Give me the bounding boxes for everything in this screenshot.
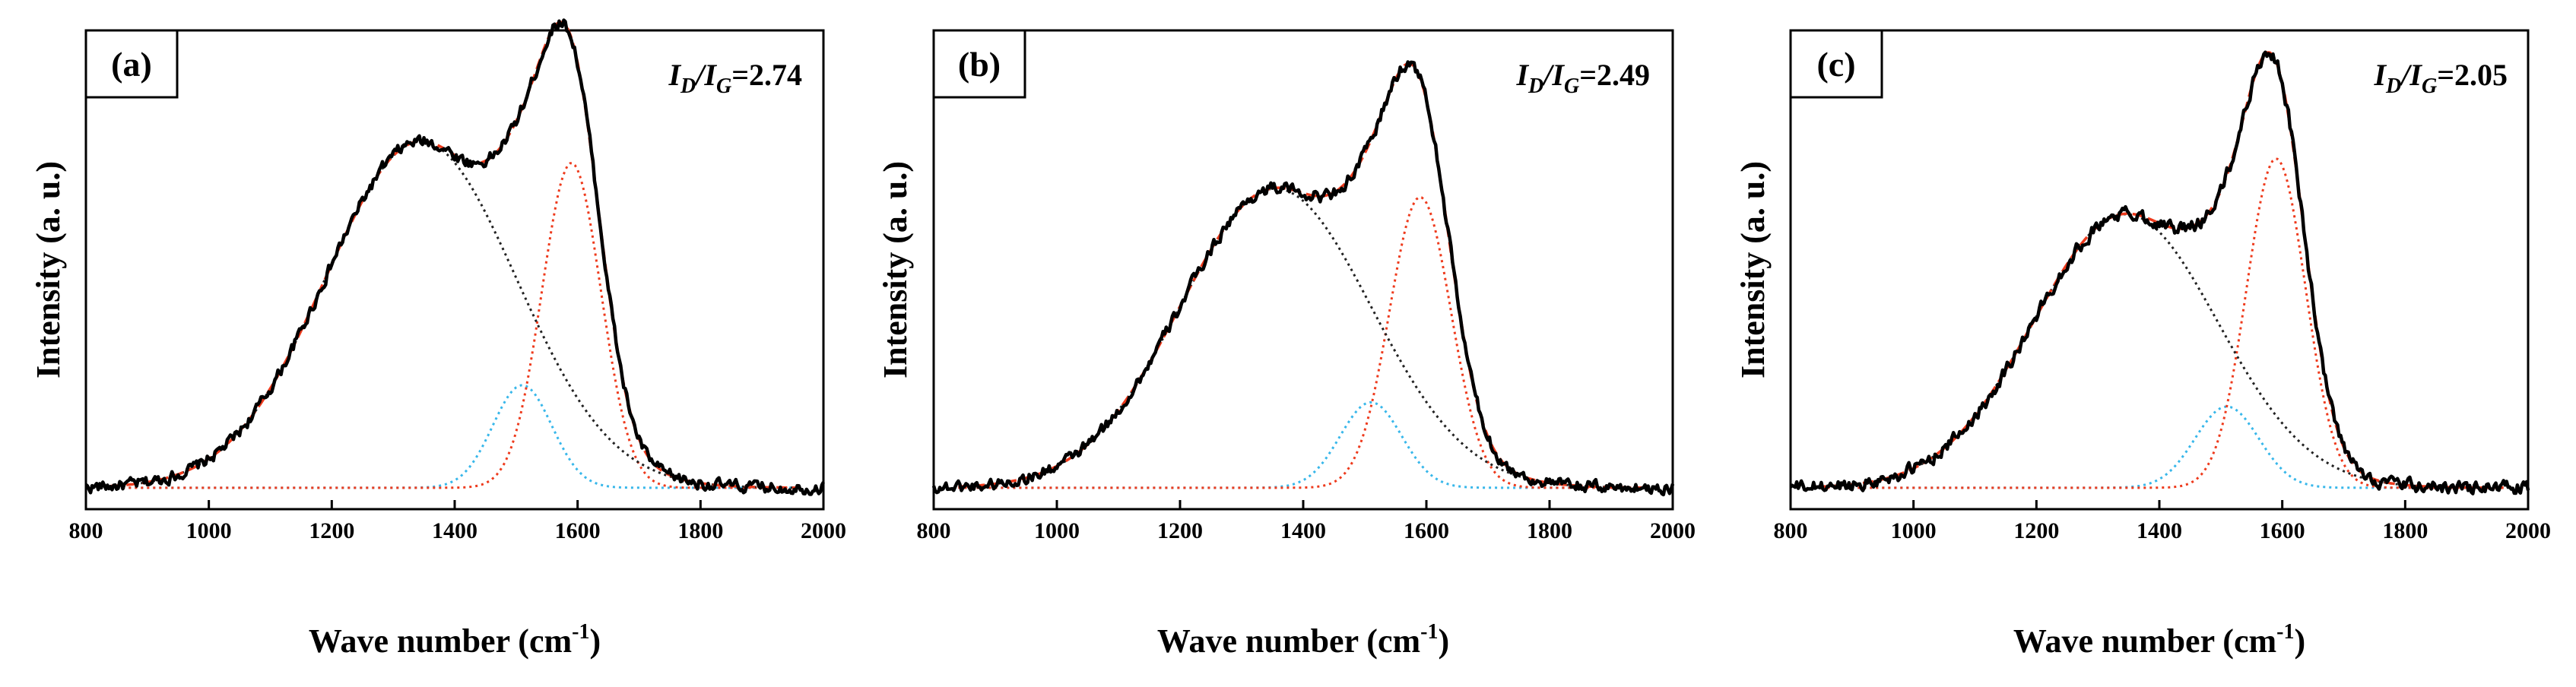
x-tick-label: 2000 bbox=[1650, 518, 1696, 543]
plot-frame bbox=[932, 29, 1674, 511]
panel-label-box bbox=[84, 29, 179, 99]
x-axis-label: Wave number (cm-1) bbox=[2013, 620, 2305, 660]
x-tick-label: 1200 bbox=[309, 518, 354, 543]
plot-frame bbox=[84, 29, 825, 511]
y-axis-label: Intensity (a. u.) bbox=[1734, 161, 1772, 378]
series-d3-band bbox=[110, 384, 799, 489]
x-tick-label: 1000 bbox=[1034, 518, 1080, 543]
x-tick-label: 1800 bbox=[2382, 518, 2428, 543]
x-tick-label: 800 bbox=[69, 518, 103, 543]
x-tick-label: 1600 bbox=[2260, 518, 2305, 543]
x-tick-label: 2000 bbox=[801, 518, 846, 543]
x-tick-label: 1200 bbox=[1157, 518, 1203, 543]
x-tick-label: 2000 bbox=[2505, 518, 2551, 543]
curves bbox=[1789, 50, 2530, 495]
panel-b: 800 1000 1200 1400 1600 1800 2000 (b) ID/IG=2.… bbox=[877, 29, 1696, 660]
x-tick-label: 800 bbox=[917, 518, 951, 543]
y-axis-label: Intensity (a. u.) bbox=[30, 161, 67, 378]
series-d3-band bbox=[958, 401, 1648, 489]
x-axis-label: Wave number (cm-1) bbox=[309, 620, 601, 660]
series-experimental bbox=[1789, 50, 2530, 495]
x-tick-label: 1000 bbox=[1891, 518, 1937, 543]
series-g-band bbox=[1815, 157, 2504, 489]
x-tick-label: 1000 bbox=[186, 518, 232, 543]
x-tick-label: 1600 bbox=[1404, 518, 1449, 543]
x-tick-label: 1800 bbox=[677, 518, 723, 543]
series-d-band bbox=[958, 187, 1648, 489]
series-g-band bbox=[958, 196, 1648, 489]
series-experimental bbox=[84, 18, 825, 496]
curves bbox=[931, 60, 1675, 497]
panel-label-box bbox=[932, 29, 1026, 99]
panel-label-box bbox=[1789, 29, 1883, 99]
x-tick-label: 1400 bbox=[2137, 518, 2182, 543]
panel-label: (a) bbox=[111, 45, 152, 84]
panel-c: 800 1000 1200 1400 1600 1800 2000 (c) ID/IG=2.… bbox=[1734, 29, 2551, 660]
x-tick-label: 1400 bbox=[1280, 518, 1326, 543]
id-ig-ratio: ID/IG=2.05 bbox=[2373, 58, 2508, 98]
x-tick-label: 1200 bbox=[2013, 518, 2059, 543]
series-d3-band bbox=[1815, 405, 2504, 489]
panel-a: 800 1000 1200 1400 1600 1800 2000 (a) ID/IG=2.… bbox=[30, 18, 846, 660]
x-ticks: 800 1000 1200 1400 1600 1800 2000 bbox=[69, 500, 846, 543]
panel-label: (c) bbox=[1816, 45, 1855, 84]
id-ig-ratio: ID/IG=2.74 bbox=[668, 58, 802, 98]
curves bbox=[84, 18, 825, 496]
series-d-band bbox=[110, 140, 799, 489]
series-experimental bbox=[931, 60, 1675, 497]
x-ticks: 800 1000 1200 1400 1600 1800 2000 bbox=[1774, 500, 2551, 543]
x-ticks: 800 1000 1200 1400 1600 1800 2000 bbox=[917, 500, 1696, 543]
id-ig-ratio: ID/IG=2.49 bbox=[1515, 58, 1650, 98]
x-tick-label: 800 bbox=[1774, 518, 1808, 543]
y-axis-label: Intensity (a. u.) bbox=[877, 161, 914, 378]
series-cumulative-fit bbox=[1815, 51, 2504, 489]
x-axis-label: Wave number (cm-1) bbox=[1157, 620, 1449, 660]
x-tick-label: 1400 bbox=[432, 518, 477, 543]
x-tick-label: 1600 bbox=[555, 518, 601, 543]
series-d-band bbox=[1815, 213, 2504, 489]
series-cumulative-fit bbox=[958, 62, 1648, 489]
series-g-band bbox=[110, 162, 799, 489]
panel-label: (b) bbox=[958, 45, 1001, 84]
plot-frame bbox=[1789, 29, 2530, 511]
x-tick-label: 1800 bbox=[1527, 518, 1572, 543]
